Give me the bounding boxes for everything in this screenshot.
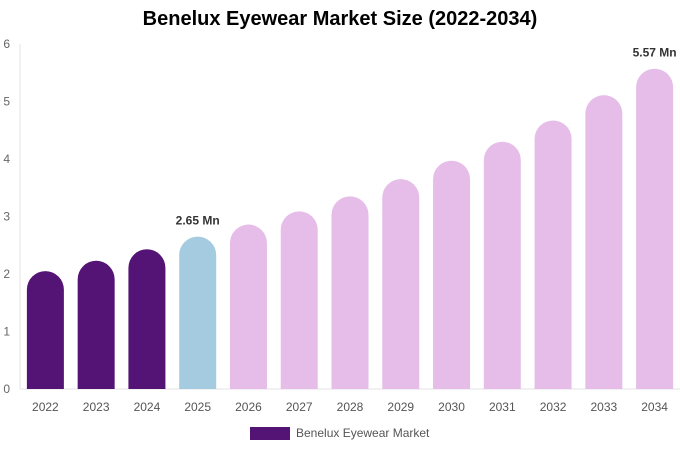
y-tick-label: 3 xyxy=(3,210,10,224)
x-axis: 2022 2023 2024 2025 2026 2027 2028 2029 2030 2031… xyxy=(20,388,680,414)
x-tick-label: 2023 xyxy=(83,400,110,414)
bar xyxy=(128,249,166,389)
legend-label: Benelux Eyewear Market xyxy=(296,426,430,440)
y-tick-label: 2 xyxy=(3,267,10,281)
x-tick-label: 2033 xyxy=(590,400,617,414)
data-label: 5.57 Mn xyxy=(633,46,677,60)
x-tick-label: 2024 xyxy=(134,400,161,414)
bar xyxy=(26,271,64,389)
bar xyxy=(331,196,369,389)
bar xyxy=(483,141,521,389)
y-tick-label: 5 xyxy=(3,95,10,109)
bar xyxy=(433,160,471,389)
x-tick-label: 2031 xyxy=(489,400,516,414)
bar xyxy=(382,179,420,389)
x-tick-label: 2025 xyxy=(184,400,211,414)
x-tick-label: 2022 xyxy=(32,400,59,414)
bar xyxy=(229,224,267,389)
x-tick-label: 2028 xyxy=(337,400,364,414)
y-tick-label: 4 xyxy=(3,152,10,166)
bar xyxy=(280,211,318,389)
data-label: 2.65 Mn xyxy=(176,214,220,228)
x-tick-label: 2026 xyxy=(235,400,262,414)
bar xyxy=(534,120,572,389)
y-tick-label: 1 xyxy=(3,325,10,339)
y-tick-label: 6 xyxy=(3,37,10,51)
data-labels-group: 2.65 Mn 5.57 Mn xyxy=(176,46,677,228)
bar xyxy=(77,260,115,389)
bars-group xyxy=(26,68,674,389)
bar xyxy=(179,236,217,389)
x-tick-label: 2030 xyxy=(438,400,465,414)
chart-title: Benelux Eyewear Market Size (2022-2034) xyxy=(142,8,538,30)
y-tick-label: 0 xyxy=(3,382,10,396)
bar xyxy=(585,95,623,389)
legend-swatch xyxy=(250,426,290,440)
bar xyxy=(636,68,674,389)
legend: Benelux Eyewear Market xyxy=(250,425,429,441)
x-tick-label: 2027 xyxy=(286,400,313,414)
x-tick-label: 2032 xyxy=(540,400,567,414)
x-tick-label: 2034 xyxy=(641,400,668,414)
y-axis: 0 1 2 3 4 5 6 xyxy=(3,37,21,396)
x-tick-label: 2029 xyxy=(387,400,414,414)
